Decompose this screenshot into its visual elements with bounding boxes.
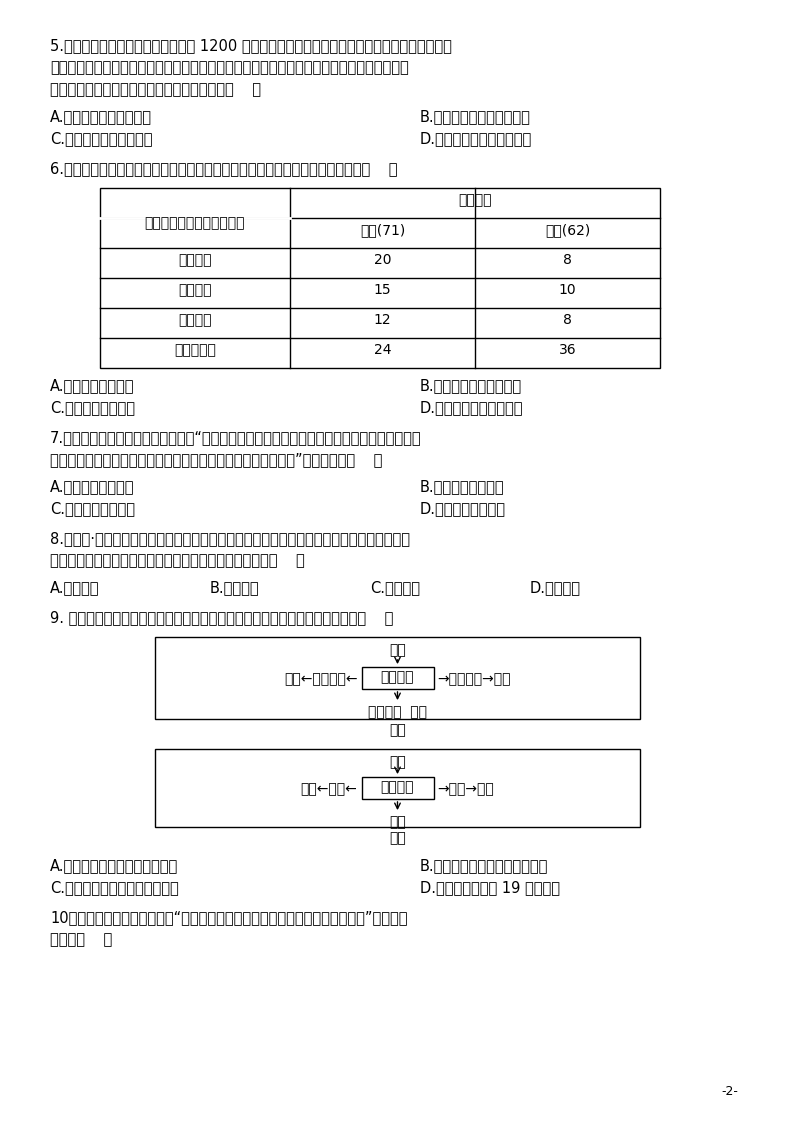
Text: 者，则天下或受其寒矣。故身亲耕，妻亲绩，所以见致民利也。”材料指出了（    ）: 者，则天下或受其寒矣。故身亲耕，妻亲绩，所以见致民利也。”材料指出了（ ）	[50, 451, 383, 467]
Text: 高级官员: 高级官员	[178, 253, 212, 267]
Text: D.自然经济的脆弱性: D.自然经济的脆弱性	[420, 501, 506, 515]
Text: 10．明朝中期，江南农村出现“昔日逐末之人尚少，今去农而改工商者三倍于前”的现象。: 10．明朝中期，江南农村出现“昔日逐末之人尚少，今去农而改工商者三倍于前”的现象…	[50, 910, 407, 925]
Text: C.手工工场最早出现在江南地区: C.手工工场最早出现在江南地区	[50, 880, 179, 895]
Text: 图一: 图一	[389, 723, 406, 737]
Text: 无官职记录: 无官职记录	[174, 343, 216, 357]
Bar	[361, 777, 434, 798]
Text: 这说明（    ）: 这说明（ ）	[50, 932, 112, 947]
Text: B.井田瓦解的必然性: B.井田瓦解的必然性	[420, 480, 505, 494]
Text: C.小农经济的重要性: C.小农经济的重要性	[50, 501, 135, 515]
Text: 北宋(71): 北宋(71)	[360, 223, 405, 237]
Text: -2-: -2-	[722, 1085, 738, 1098]
Text: 低级官员: 低级官员	[178, 313, 212, 327]
Text: 工人: 工人	[389, 815, 406, 829]
Bar	[155, 637, 640, 719]
Text: 8: 8	[563, 313, 572, 327]
Text: 图二: 图二	[389, 831, 406, 844]
Text: D.逐渐取代了军机处的职能: D.逐渐取代了军机处的职能	[420, 131, 532, 146]
Text: 7.《吕氏春秋》中引用神农之教曰：“土有当年而不耕者，则天下或受其饥矣；女有当年而不绩: 7.《吕氏春秋》中引用神农之教曰：“土有当年而不耕者，则天下或受其饥矣；女有当年…	[50, 430, 422, 445]
Text: A.世家大族影响巨大: A.世家大族影响巨大	[50, 378, 134, 393]
Text: A.是民意上达中央的途径: A.是民意上达中央的途径	[50, 109, 152, 124]
Text: 24: 24	[374, 343, 391, 357]
Bar	[361, 667, 434, 690]
Text: D.科举制度功能日益强化: D.科举制度功能日益强化	[420, 400, 523, 416]
Text: 12: 12	[374, 313, 391, 327]
Bar	[100, 188, 660, 368]
Text: 南宋(62): 南宋(62)	[545, 223, 590, 237]
Text: 6.以下是宋代宰相祖辈任官情况统计表，据学者研究整理而成，反映出两宋时期（    ）: 6.以下是宋代宰相祖辈任官情况统计表，据学者研究整理而成，反映出两宋时期（ ）	[50, 161, 398, 176]
Text: 家庭成员  学徒: 家庭成员 学徒	[368, 705, 427, 719]
Text: 8: 8	[563, 253, 572, 267]
Text: 5.清朝雍正时期获得密奏权的官员达 1200 人，密奏内容涉及范围很宿泛，如军务、政务、官吏、: 5.清朝雍正时期获得密奏权的官员达 1200 人，密奏内容涉及范围很宿泛，如军务…	[50, 38, 452, 53]
Text: 原料: 原料	[389, 755, 406, 769]
Text: 臣下反复讨论后做出的决策。据此可知密折制（    ）: 臣下反复讨论后做出的决策。据此可知密折制（ ）	[50, 82, 261, 97]
Text: 10: 10	[559, 283, 576, 296]
Text: B.图一的现象阻碍了经济的发展: B.图一的现象阻碍了经济的发展	[420, 858, 549, 873]
Text: 粪种、一年再获。这反映我国古代农业生产的主要特点是（    ）: 粪种、一年再获。这反映我国古代农业生产的主要特点是（ ）	[50, 553, 305, 568]
Text: 宰相人数: 宰相人数	[458, 193, 491, 207]
Text: B.精耕细作: B.精耕细作	[210, 579, 260, 595]
Text: 手工工场: 手工工场	[381, 780, 414, 794]
Text: C.农牧结合: C.农牧结合	[370, 579, 420, 595]
Text: B.体现古代官僚体制的完善: B.体现古代官僚体制的完善	[420, 109, 531, 124]
Text: D.千耦其耘: D.千耦其耘	[530, 579, 581, 595]
Bar	[155, 749, 640, 827]
Text: D.图二现象出现于 19 世纪中期: D.图二现象出现于 19 世纪中期	[420, 880, 560, 895]
Text: 20: 20	[374, 253, 391, 267]
Text: 原料: 原料	[389, 643, 406, 657]
Text: 中级官员: 中级官员	[178, 283, 212, 296]
Text: 市场←产品←: 市场←产品←	[301, 782, 357, 796]
Text: 民情、水旱等。雍正时期摊丁入亩、改土归流等重要政策，都是臣下密奏先提出，雍正帝又与: 民情、水旱等。雍正时期摊丁入亩、改土归流等重要政策，都是臣下密奏先提出，雍正帝又…	[50, 60, 409, 75]
Text: A.图一的产品主要是茶叶和棉花: A.图一的产品主要是茶叶和棉花	[50, 858, 178, 873]
Text: A.重农抑商的必要性: A.重农抑商的必要性	[50, 480, 134, 494]
Text: 市场←部分商品←: 市场←部分商品←	[284, 672, 357, 686]
Text: B.两宋宰相权力日益下降: B.两宋宰相权力日益下降	[420, 378, 522, 393]
Text: C.是专制主义发展的结果: C.是专制主义发展的结果	[50, 131, 152, 146]
Text: →部分产品→市场: →部分产品→市场	[437, 672, 511, 686]
Text: 15: 15	[374, 283, 391, 296]
Text: C.宗法制度依然存在: C.宗法制度依然存在	[50, 400, 135, 416]
Text: 8.《礼记·月令》载：季夏之月（六月），都说烧草取灰或沤草使腐用作肥料。深耕、施肥、: 8.《礼记·月令》载：季夏之月（六月），都说烧草取灰或沤草使腐用作肥料。深耕、施…	[50, 531, 410, 546]
Text: 9. 下面两幅图片反映的是中国古代的两种手工业生产形式，对其解读正确的是（    ）: 9. 下面两幅图片反映的是中国古代的两种手工业生产形式，对其解读正确的是（ ）	[50, 610, 393, 626]
Text: →产品→市场: →产品→市场	[437, 782, 494, 796]
Text: A.鐵犊牛耕: A.鐵犊牛耕	[50, 579, 99, 595]
Text: 手工作坊: 手工作坊	[381, 670, 414, 684]
Text: 36: 36	[559, 343, 576, 357]
Text: 曾祖、祖父或父亲任官情况: 曾祖、祖父或父亲任官情况	[145, 216, 245, 230]
